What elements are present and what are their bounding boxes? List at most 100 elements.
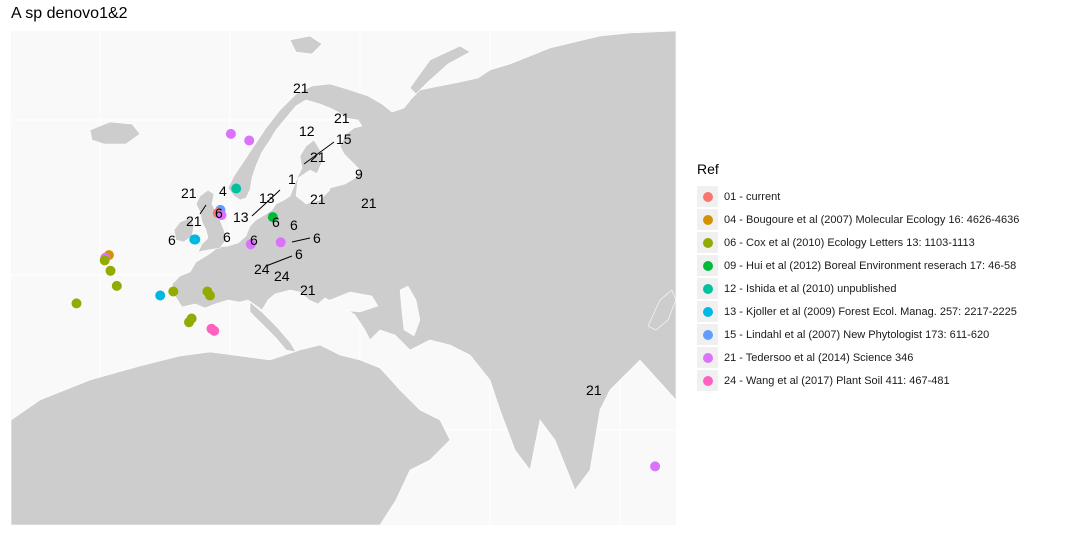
point-label: 13 <box>233 209 249 225</box>
point-label: 21 <box>361 195 377 211</box>
caspian-sea <box>399 285 421 337</box>
point-label: 24 <box>274 268 290 284</box>
legend-items: 01 - current 04 - Bougoure et al (2007) M… <box>697 185 1019 392</box>
legend-label: 21 - Tedersoo et al (2014) Science 346 <box>724 351 914 364</box>
point-label: 21 <box>186 213 202 229</box>
legend-key <box>697 301 718 322</box>
point-label: 4 <box>219 183 227 199</box>
legend-dot <box>702 329 713 340</box>
map-point-ref-06 <box>105 265 116 276</box>
map-panel: 21 21 12 15 21 9 1 13 21 21 4 21 21 6 6 … <box>10 30 677 526</box>
point-label: 21 <box>310 191 326 207</box>
point-label: 12 <box>299 123 315 139</box>
legend-dot <box>702 375 713 386</box>
map-point-ref-09 <box>267 212 278 223</box>
map-point-ref-21 <box>244 135 255 146</box>
legend-key <box>697 324 718 345</box>
africa-arabia <box>10 344 451 526</box>
japan <box>647 289 677 331</box>
legend-label: 04 - Bougoure et al (2007) Molecular Eco… <box>724 213 1020 226</box>
legend-dot <box>702 260 713 271</box>
map-point-ref-06 <box>205 290 215 301</box>
map-point-ref-21 <box>245 239 256 250</box>
legend-entry-12: 12 - Ishida et al (2010) unpublished <box>697 277 1019 300</box>
point-label: 6 <box>250 232 258 248</box>
points-layer <box>71 128 661 472</box>
point-label: 13 <box>259 190 275 206</box>
legend-label: 13 - Kjoller et al (2009) Forest Ecol. M… <box>724 305 1017 318</box>
svalbard <box>289 35 323 55</box>
black-sea <box>329 291 379 313</box>
legend-key <box>697 347 718 368</box>
legend-entry-06: 06 - Cox et al (2010) Ecology Letters 13… <box>697 231 1019 254</box>
map-point-ref-06 <box>168 286 179 297</box>
ireland <box>173 217 195 243</box>
point-label: 21 <box>334 110 350 126</box>
map-point-ref-06 <box>71 298 82 309</box>
map-title: A sp denovo1&2 <box>11 5 128 22</box>
map-point-ref-13 <box>155 290 166 301</box>
point-label: 21 <box>181 185 197 201</box>
baltic-sea <box>295 169 331 205</box>
point-label: 6 <box>313 230 321 246</box>
legend-label: 24 - Wang et al (2017) Plant Soil 411: 4… <box>724 374 950 387</box>
legend-key <box>697 255 718 276</box>
point-label: 21 <box>586 382 602 398</box>
legend-label: 15 - Lindahl et al (2007) New Phytologis… <box>724 328 990 341</box>
legend: Ref 01 - current 04 - Bougoure et al (200… <box>697 161 1019 392</box>
legend-label: 01 - current <box>724 190 781 203</box>
legend-key <box>697 232 718 253</box>
legend-key <box>697 370 718 391</box>
point-label: 24 <box>254 261 270 277</box>
map-point-ref-12 <box>231 183 242 194</box>
map-point-ref-24 <box>209 325 220 336</box>
legend-entry-09: 09 - Hui et al (2012) Boreal Environment… <box>697 254 1019 277</box>
legend-dot <box>702 306 713 317</box>
legend-label: 09 - Hui et al (2012) Boreal Environment… <box>724 259 1017 272</box>
map-point-ref-21 <box>275 237 286 248</box>
legend-label: 06 - Cox et al (2010) Ecology Letters 13… <box>724 236 975 249</box>
point-label: 21 <box>293 80 309 96</box>
point-labels: 21 21 12 15 21 9 1 13 21 21 4 21 21 6 6 … <box>168 80 602 398</box>
iceland <box>89 121 141 145</box>
map-point-ref-06 <box>99 255 110 266</box>
legend-entry-13: 13 - Kjoller et al (2009) Forest Ecol. M… <box>697 300 1019 323</box>
point-label: 1 <box>288 171 296 187</box>
land <box>10 30 677 526</box>
map-point-ref-06 <box>111 280 122 291</box>
map-point-ref-21 <box>216 210 227 221</box>
legend-key <box>697 278 718 299</box>
point-label: 9 <box>355 166 363 182</box>
legend-entry-21: 21 - Tedersoo et al (2014) Science 346 <box>697 346 1019 369</box>
legend-entry-15: 15 - Lindahl et al (2007) New Phytologis… <box>697 323 1019 346</box>
legend-dot <box>702 237 713 248</box>
point-label: 21 <box>300 282 316 298</box>
map-point-ref-21 <box>650 461 661 472</box>
legend-entry-24: 24 - Wang et al (2017) Plant Soil 411: 4… <box>697 369 1019 392</box>
italy <box>249 301 297 353</box>
point-label: 21 <box>310 149 326 165</box>
label-connectors <box>199 141 335 267</box>
inland-seas <box>295 169 421 337</box>
legend-dot <box>702 191 713 202</box>
great-britain <box>195 189 227 253</box>
legend-entry-04: 04 - Bougoure et al (2007) Molecular Eco… <box>697 208 1019 231</box>
point-label: 6 <box>223 229 231 245</box>
eurasia-landmass <box>171 30 677 491</box>
point-label: 6 <box>272 214 280 230</box>
legend-label: 12 - Ishida et al (2010) unpublished <box>724 282 897 295</box>
map-point-ref-13 <box>189 234 200 245</box>
legend-dot <box>702 352 713 363</box>
legend-dot <box>702 283 713 294</box>
map-point-ref-21 <box>225 128 236 139</box>
point-label: 6 <box>290 217 298 233</box>
point-label: 6 <box>215 205 223 221</box>
legend-dot <box>702 214 713 225</box>
novaya-zemlya <box>409 45 471 95</box>
legend-title: Ref <box>697 161 719 177</box>
legend-key <box>697 209 718 230</box>
point-label: 6 <box>168 232 176 248</box>
map-point-ref-06 <box>184 317 194 328</box>
legend-entry-01: 01 - current <box>697 185 1019 208</box>
legend-key <box>697 186 718 207</box>
